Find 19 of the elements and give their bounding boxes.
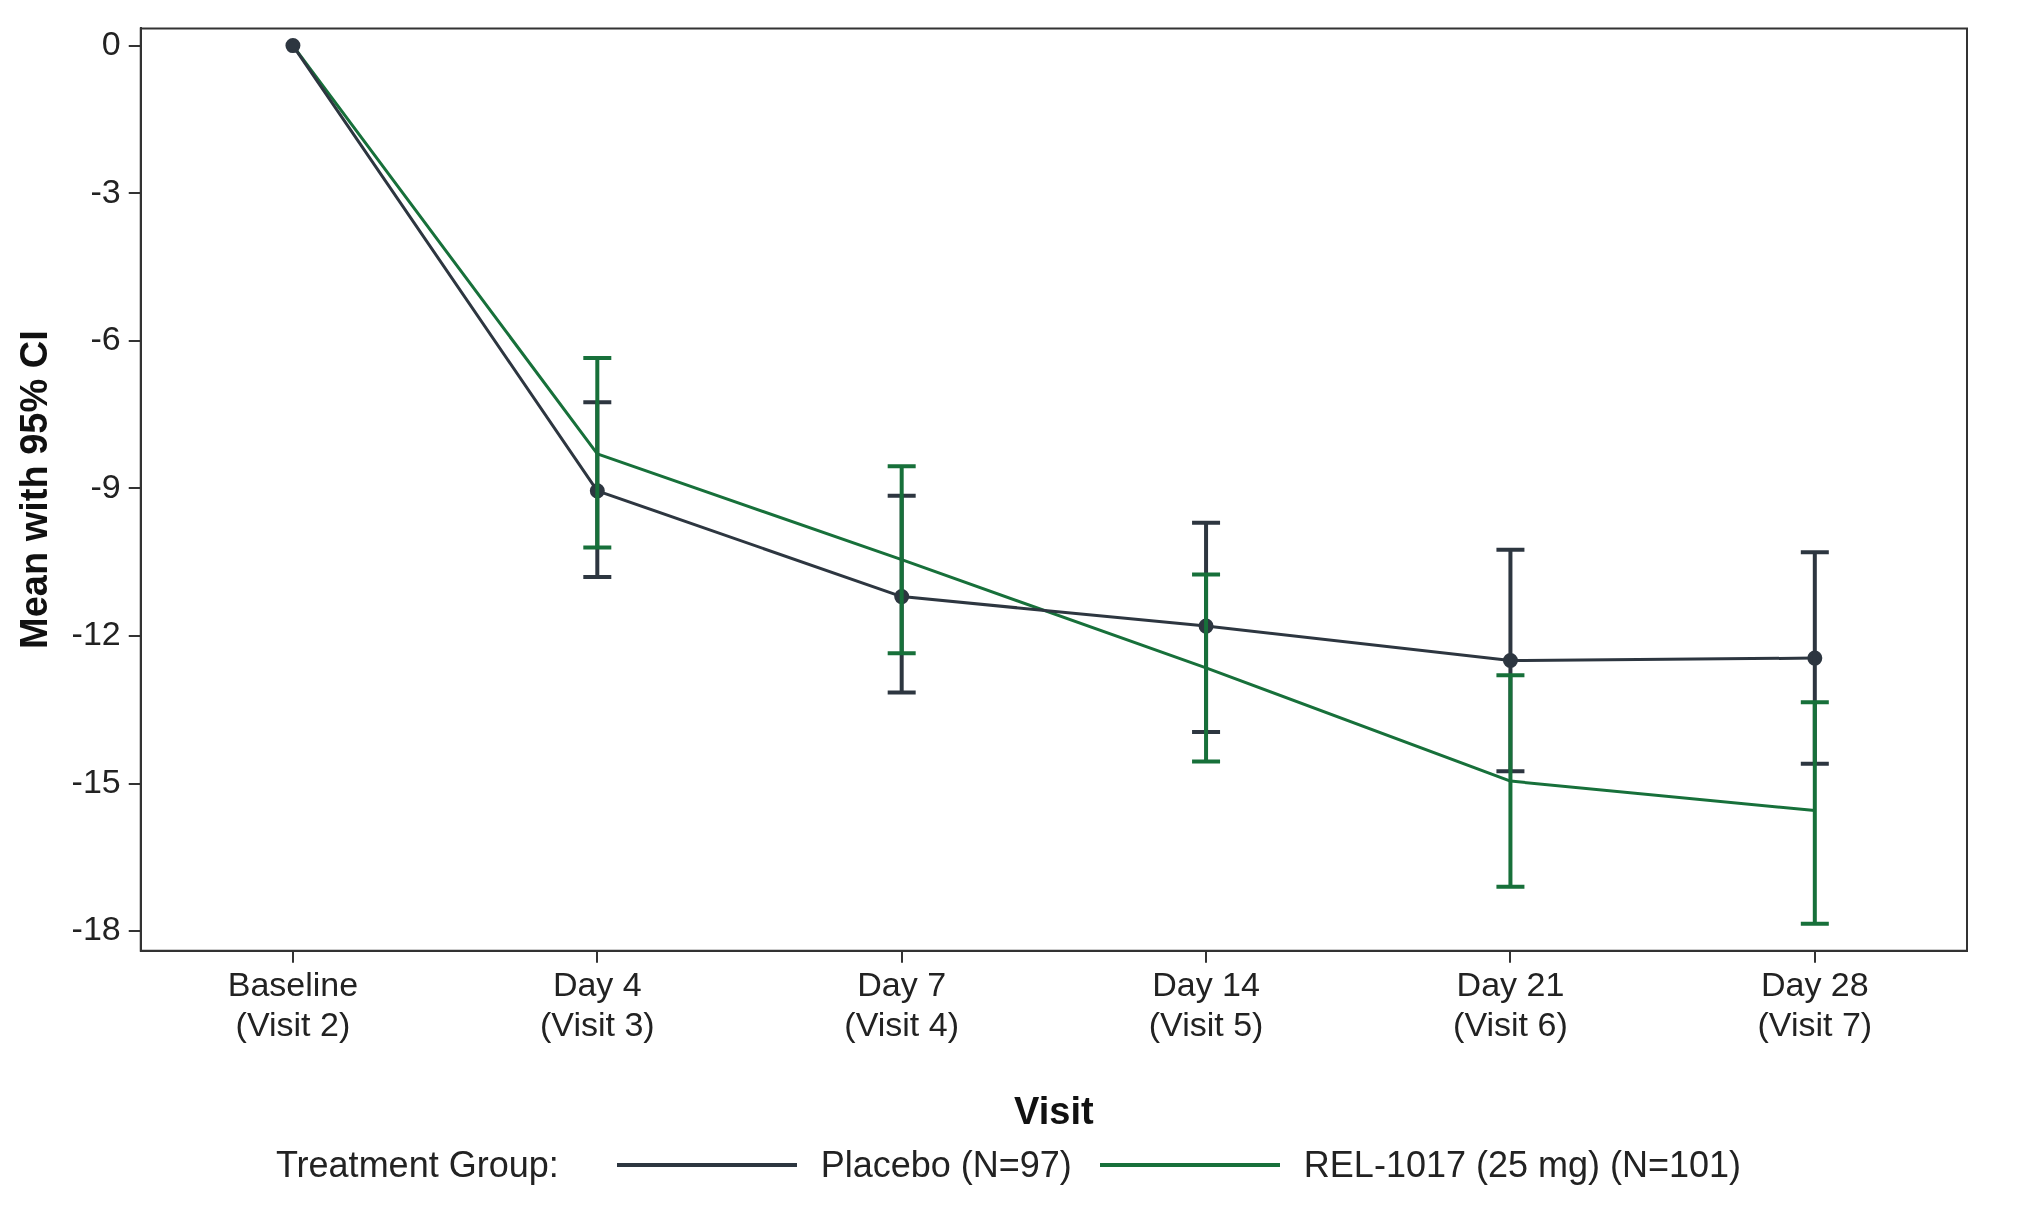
y-tick-label: -9 — [90, 466, 121, 505]
x-tick-label: Baseline (Visit 2) — [227, 964, 359, 1044]
y-tick-label: -15 — [71, 761, 121, 800]
x-tick-label: Day 4 (Visit 3) — [539, 964, 655, 1044]
x-tick-label: Day 28 (Visit 7) — [1757, 964, 1873, 1044]
y-tick-label: -18 — [71, 909, 121, 948]
legend-title: Treatment Group: — [275, 1144, 559, 1186]
legend-label: Placebo (N=97) — [820, 1144, 1072, 1186]
x-axis-title: Visit — [1014, 1089, 1094, 1132]
x-tick-label: Day 21 (Visit 6) — [1453, 964, 1568, 1044]
y-tick-label: -6 — [90, 319, 121, 358]
y-tick-label: -12 — [71, 614, 121, 653]
y-tick-label: 0 — [101, 23, 121, 62]
legend-label: REL-1017 (25 mg) (N=101) — [1303, 1144, 1742, 1186]
x-tick-label: Day 7 (Visit 4) — [844, 964, 959, 1044]
y-axis-title: Mean with 95% CI — [13, 330, 56, 650]
y-tick-label: -3 — [90, 171, 121, 210]
point — [285, 38, 301, 54]
x-tick-label: Day 14 (Visit 5) — [1148, 964, 1264, 1044]
